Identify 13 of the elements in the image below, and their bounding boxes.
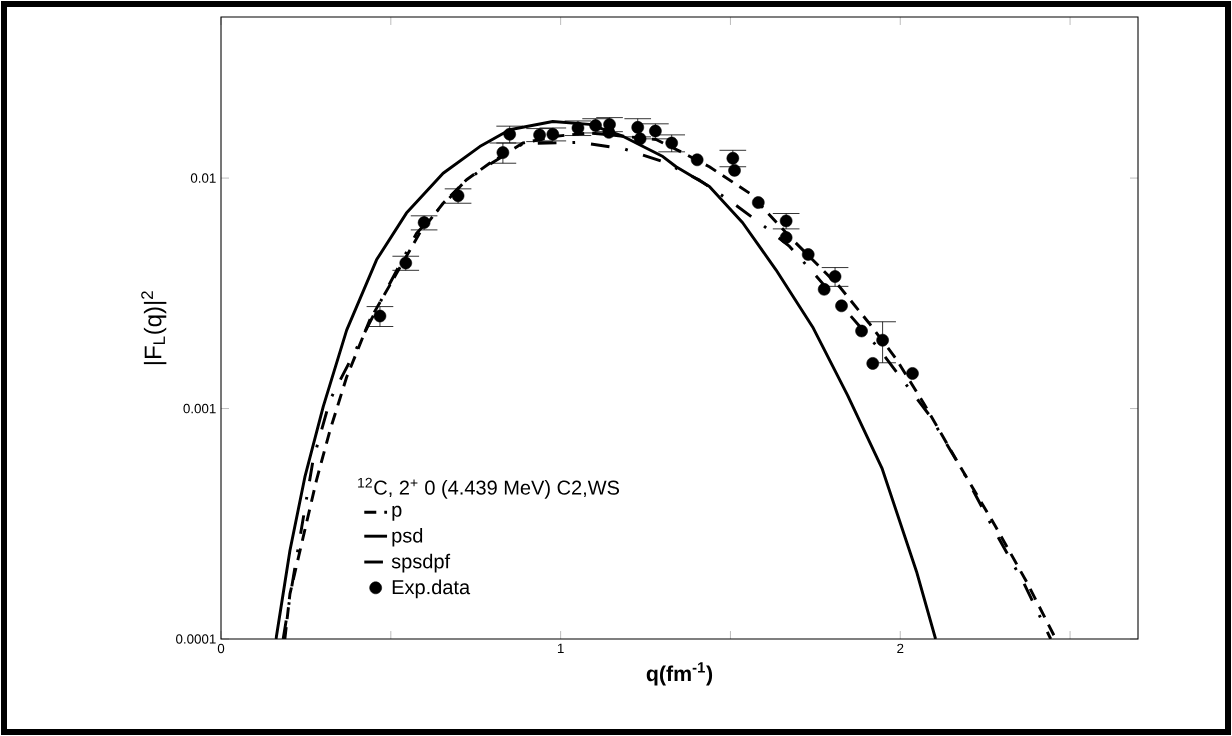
- legend-title: $^{12}$C, 2$^{+}$ 0 (4.439 MeV) C2,WS: [358, 477, 620, 499]
- legend-label: psd: [392, 527, 423, 547]
- legend-label: spsdpf: [391, 553, 451, 573]
- legend-label: Exp.data: [392, 579, 471, 599]
- x-axis-title: q(fm$^{-1}$): [646, 662, 713, 686]
- y-tick-label: 0.0001: [176, 634, 216, 644]
- y-axis-title: |F$_{L}$(q)|$^{2}$: [141, 291, 167, 365]
- y-tick-label: 0.001: [183, 403, 216, 414]
- x-tick-label: 1: [557, 643, 564, 653]
- legend-label: p: [392, 505, 402, 521]
- x-tick-label: 2: [897, 643, 904, 654]
- y-tick-label: 0.01: [190, 173, 216, 183]
- x-tick-label: 0: [217, 643, 225, 654]
